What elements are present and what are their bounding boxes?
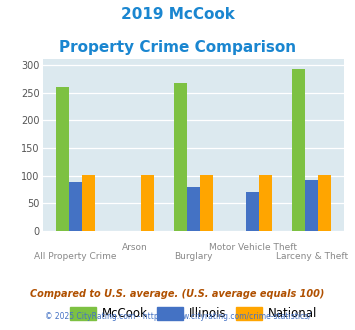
Bar [141, 175, 154, 231]
Bar [82, 175, 95, 231]
Bar [318, 175, 331, 231]
Text: © 2025 CityRating.com - https://www.cityrating.com/crime-statistics/: © 2025 CityRating.com - https://www.city… [45, 312, 310, 321]
Text: Larceny & Theft: Larceny & Theft [276, 252, 348, 261]
Bar [200, 175, 213, 231]
Text: Property Crime Comparison: Property Crime Comparison [59, 40, 296, 54]
Text: 2019 McCook: 2019 McCook [121, 7, 234, 21]
Bar [187, 187, 200, 231]
Bar [56, 87, 69, 231]
Bar [246, 192, 259, 231]
Text: Arson: Arson [121, 243, 147, 251]
Bar [259, 175, 272, 231]
Bar [69, 182, 82, 231]
Text: Burglary: Burglary [174, 252, 213, 261]
Legend: McCook, Illinois, National: McCook, Illinois, National [65, 302, 322, 325]
Bar [305, 180, 318, 231]
Bar [174, 82, 187, 231]
Text: All Property Crime: All Property Crime [34, 252, 116, 261]
Text: Motor Vehicle Theft: Motor Vehicle Theft [209, 243, 297, 251]
Bar [292, 69, 305, 231]
Text: Compared to U.S. average. (U.S. average equals 100): Compared to U.S. average. (U.S. average … [30, 289, 325, 299]
